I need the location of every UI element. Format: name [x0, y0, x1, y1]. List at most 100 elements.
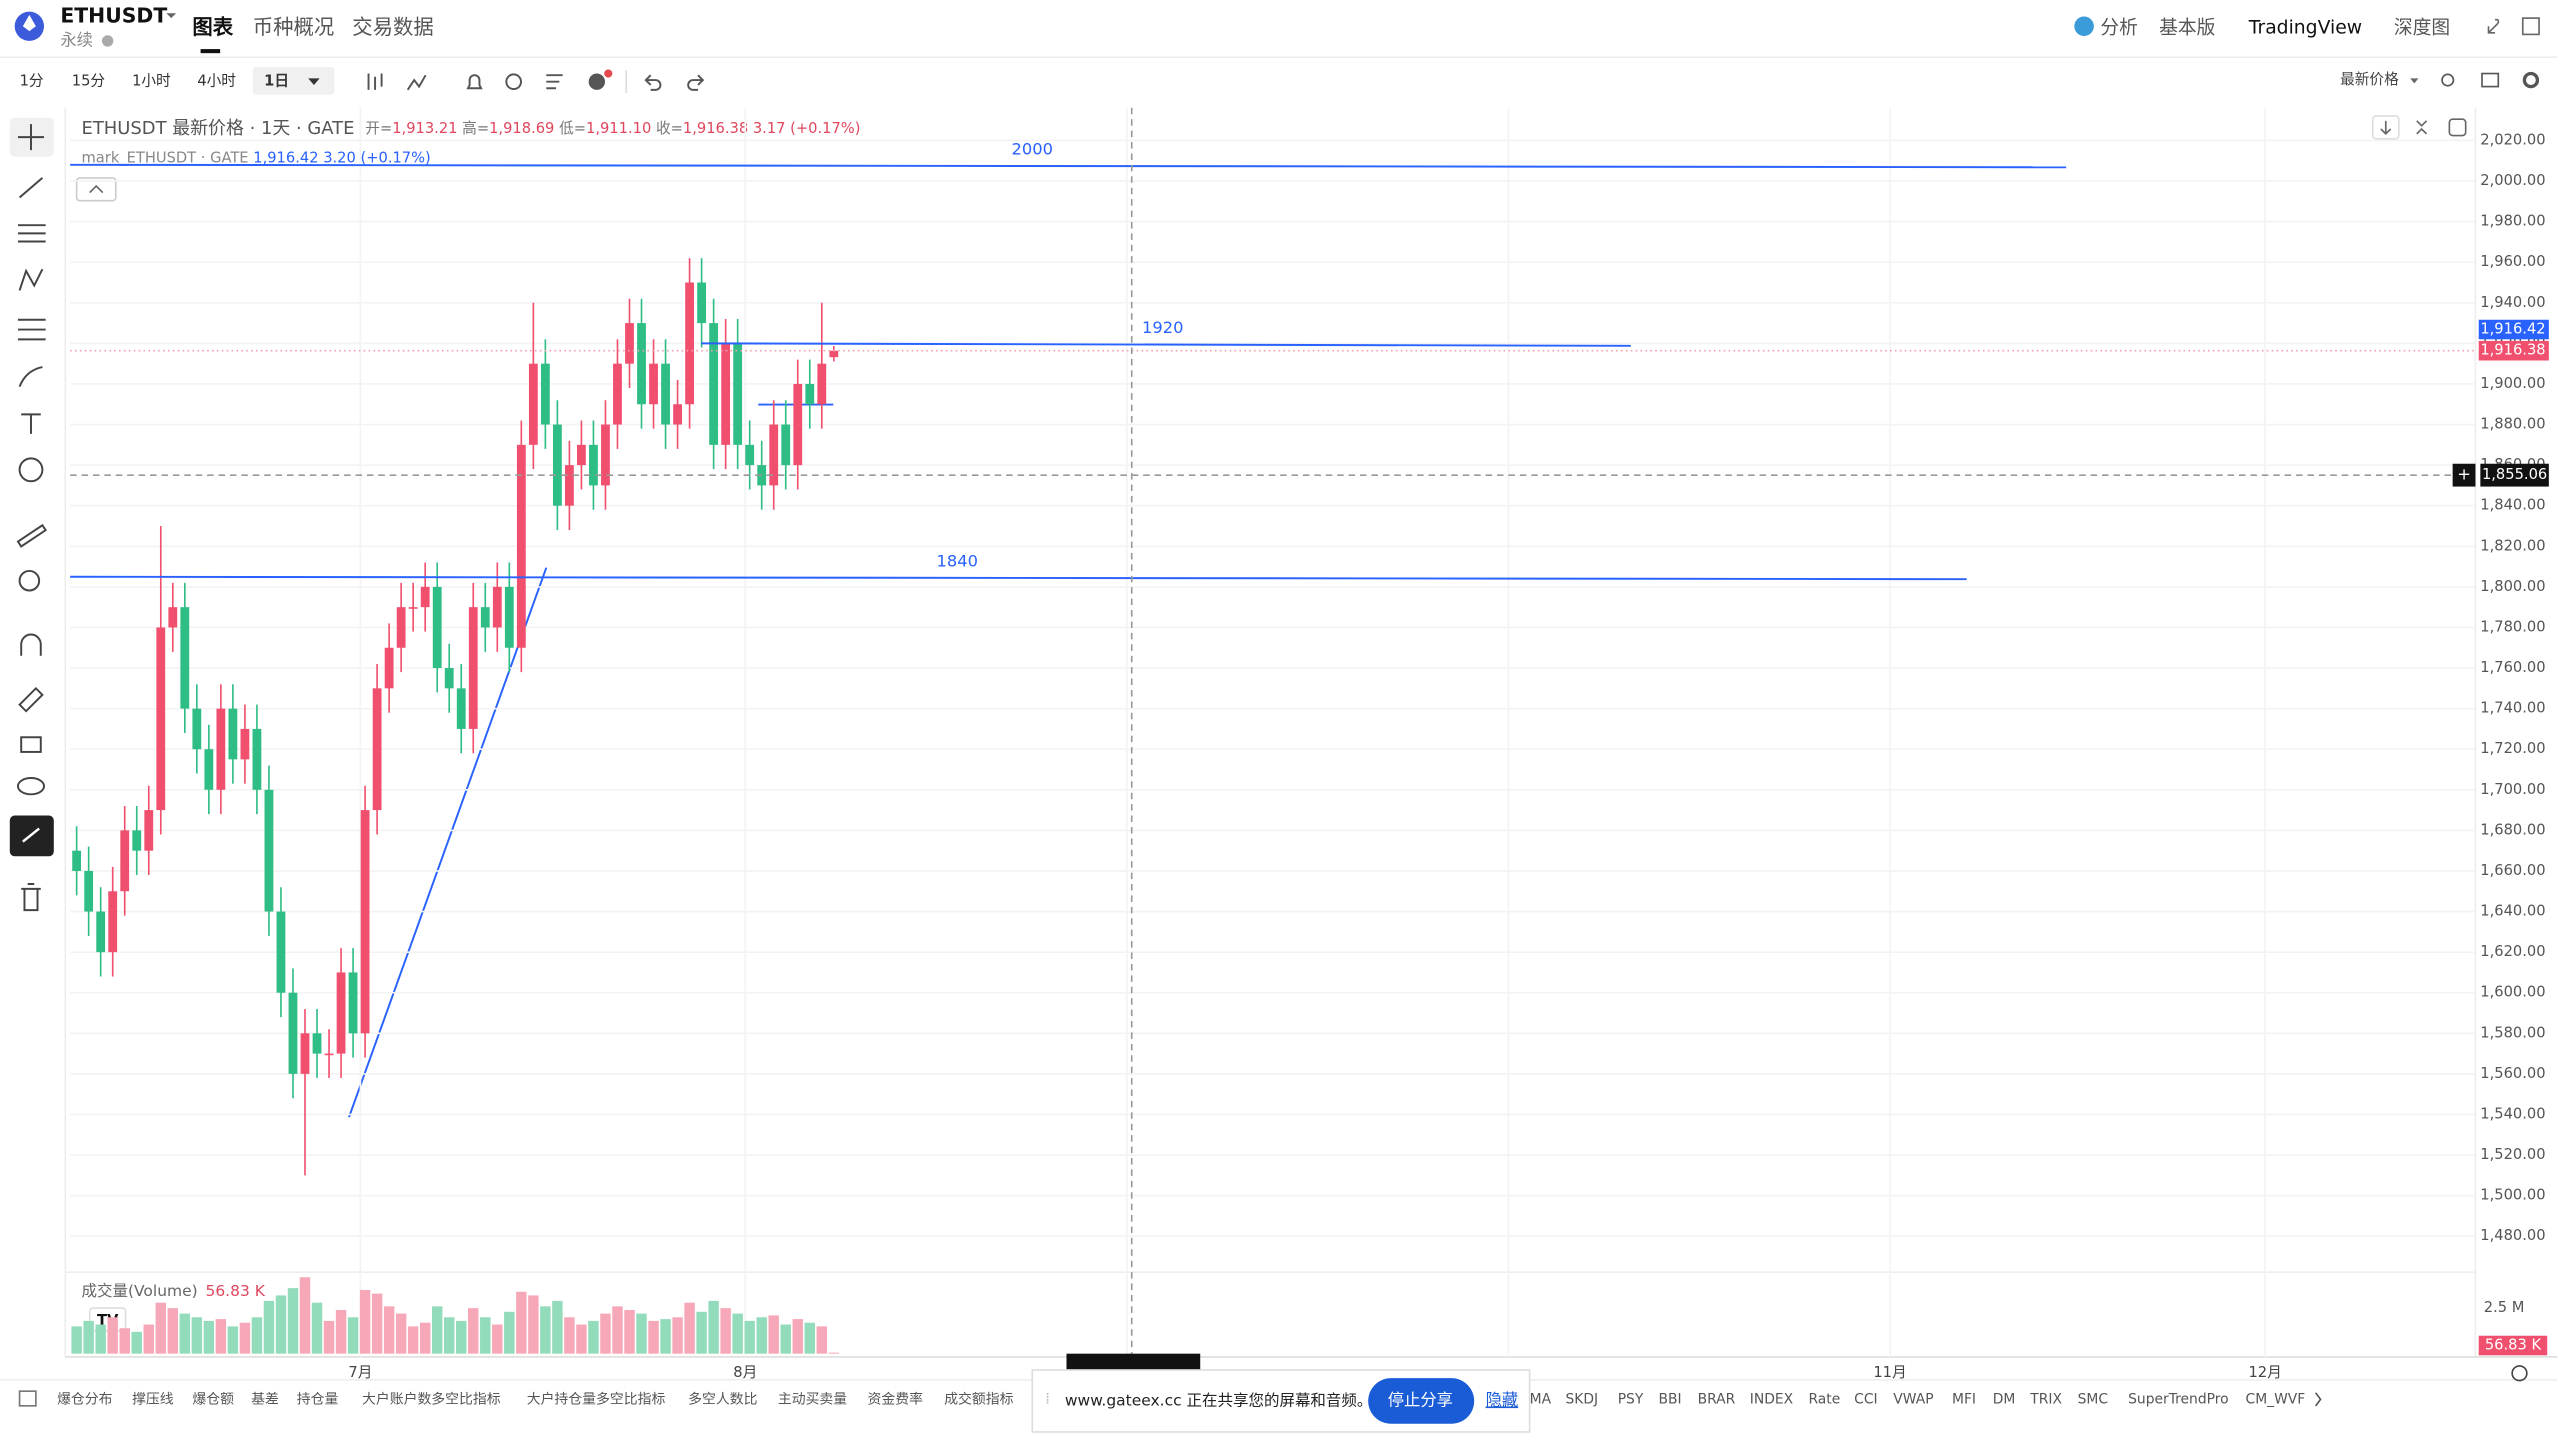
indicator-icon[interactable] [406, 74, 427, 91]
indicator-tab[interactable]: 持仓量 [297, 1391, 339, 1407]
info-icon[interactable] [101, 35, 114, 47]
interval[interactable]: 1分 [20, 73, 44, 90]
header-link[interactable]: 深度图 [2394, 16, 2450, 38]
indicator-tab[interactable]: SKDJ [1566, 1391, 1599, 1407]
tab[interactable]: 图表 [192, 15, 233, 39]
volume-bar [203, 1320, 215, 1354]
redo-icon[interactable] [687, 74, 705, 91]
indicator-tab[interactable]: MA [1530, 1391, 1552, 1407]
scroll-right[interactable] [2314, 1392, 2322, 1407]
camera-icon[interactable] [2481, 72, 2500, 88]
indicator-tab[interactable]: 爆仓额 [192, 1391, 234, 1407]
ruler-tool[interactable] [16, 523, 48, 548]
tab-underline [200, 49, 221, 54]
indicator-tab[interactable]: 撑压线 [132, 1391, 174, 1407]
stop-share-label[interactable]: 停止分享 [1388, 1390, 1453, 1409]
header-link[interactable]: 基本版 [2159, 16, 2216, 38]
header-link[interactable]: 分析 [2100, 16, 2138, 38]
candle-body [120, 830, 130, 892]
forecast-tool[interactable] [17, 318, 46, 341]
indicator-tab[interactable]: VWAP [1893, 1391, 1933, 1407]
volume-bar [564, 1317, 575, 1354]
legend-toggle-glyph [89, 184, 104, 194]
indicator-tab[interactable]: DM [1993, 1391, 2016, 1407]
fib-tool[interactable] [17, 224, 46, 243]
x-tick-label: 8月 [733, 1364, 757, 1381]
volume-bar [227, 1326, 239, 1354]
volume-bar [407, 1326, 419, 1354]
indicator-tab[interactable]: PSY [1618, 1391, 1644, 1407]
indicator-tab[interactable]: BRAR [1698, 1391, 1736, 1407]
crosshair-add[interactable] [2452, 463, 2476, 487]
settings-icon[interactable] [2522, 71, 2540, 89]
interval[interactable]: 4小时 [197, 73, 236, 90]
tab[interactable]: 交易数据 [352, 15, 434, 39]
indicator-tab[interactable]: SMC [2078, 1391, 2108, 1407]
delete-tool[interactable] [21, 883, 41, 912]
indicator-tab[interactable]: 爆仓分布 [57, 1391, 113, 1407]
candle-body [697, 282, 707, 324]
horizontal-drawing[interactable] [701, 342, 1631, 347]
indicator-tab[interactable]: 成交额指标 [944, 1390, 1013, 1407]
text-tool[interactable] [21, 413, 41, 434]
search-icon[interactable] [2441, 73, 2455, 87]
indicator-tab[interactable]: 主动买卖量 [778, 1391, 847, 1407]
fullscreen-icon[interactable] [2521, 17, 2540, 36]
tab[interactable]: 币种概况 [253, 15, 335, 39]
time-settings[interactable] [2511, 1365, 2528, 1382]
price-mode[interactable]: 最新价格 [2340, 71, 2399, 88]
indicator-tab[interactable]: 多空人数比 [688, 1390, 757, 1407]
hide-link[interactable]: 隐藏 [1486, 1390, 1519, 1409]
indicator-tab[interactable]: Rate [1808, 1391, 1840, 1407]
header-link[interactable]: TradingView [2248, 17, 2362, 38]
add-icon[interactable] [588, 73, 606, 90]
chart-type-icon[interactable] [367, 73, 383, 90]
expand-icon[interactable] [2487, 18, 2500, 34]
interval-dropdown[interactable] [308, 78, 320, 85]
indicator-tab[interactable]: SuperTrendPro [2128, 1391, 2229, 1407]
visibility-tool[interactable] [16, 777, 46, 796]
lock-draw-tool[interactable] [18, 686, 44, 713]
indicator-tab[interactable]: 大户持仓量多空比指标 [527, 1390, 666, 1407]
scroll-btn[interactable] [2371, 115, 2400, 140]
indicator-tab[interactable]: CM_WVF [2246, 1391, 2306, 1407]
indicator-tab[interactable]: CCI [1854, 1391, 1877, 1407]
trendline-tool[interactable] [18, 177, 44, 199]
legend-toggle[interactable] [75, 177, 117, 202]
indicator-panel-icon[interactable] [18, 1390, 37, 1407]
indicator-tab[interactable]: TRIX [2029, 1391, 2062, 1407]
stop-share-button[interactable] [1368, 1378, 1475, 1424]
indicator-tab[interactable]: MFI [1952, 1391, 1976, 1407]
interval[interactable]: 1小时 [132, 73, 171, 90]
pattern-tool[interactable] [18, 268, 44, 291]
template-icon[interactable] [546, 74, 563, 90]
alert-icon[interactable] [466, 74, 483, 90]
drawing-label: 1920 [1142, 318, 1183, 337]
undo-icon[interactable] [644, 74, 662, 91]
trendline-drawing[interactable] [348, 567, 548, 1118]
indicator-tab[interactable]: 资金费率 [868, 1390, 924, 1407]
dropdown[interactable] [166, 13, 177, 19]
indicator-tab[interactable]: 基差 [251, 1390, 279, 1407]
price-mode-dropdown[interactable] [2410, 78, 2419, 84]
collapse-btn[interactable] [2416, 120, 2428, 135]
horizontal-drawing[interactable] [70, 575, 1967, 581]
interval[interactable]: 15分 [72, 73, 106, 90]
magnet-tool[interactable] [20, 633, 42, 656]
zoom-tool[interactable] [18, 569, 41, 592]
volume-bar [468, 1308, 479, 1354]
indicator-tab[interactable]: 大户账户数多空比指标 [362, 1390, 501, 1407]
candle-body [288, 992, 298, 1074]
candle-body [72, 850, 82, 871]
interval[interactable]: 1日 [264, 73, 289, 90]
indicator-tab[interactable]: INDEX [1750, 1391, 1794, 1407]
replay-icon[interactable] [505, 73, 522, 91]
symbol[interactable]: ETHUSDT [60, 3, 167, 27]
crosshair-tool[interactable] [17, 124, 45, 151]
horizontal-drawing[interactable] [70, 163, 2067, 169]
emoji-tool[interactable] [18, 457, 44, 483]
lock-tool[interactable] [20, 736, 42, 753]
reset-btn[interactable] [2448, 118, 2467, 137]
indicator-tab[interactable]: BBI [1658, 1391, 1681, 1407]
brush-tool[interactable] [18, 366, 43, 388]
